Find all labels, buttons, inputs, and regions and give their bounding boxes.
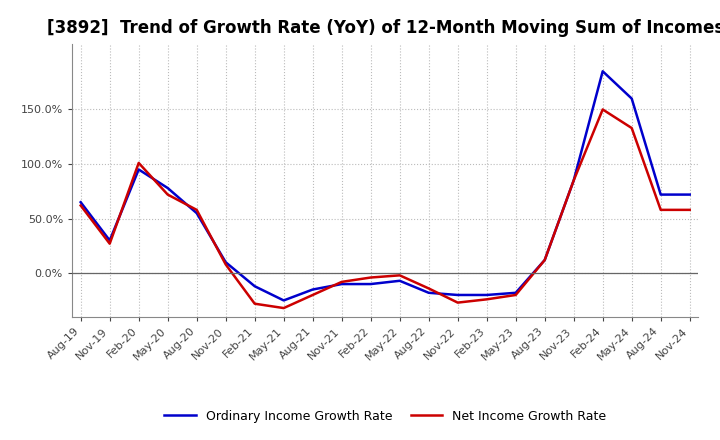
Legend: Ordinary Income Growth Rate, Net Income Growth Rate: Ordinary Income Growth Rate, Net Income … — [159, 405, 611, 428]
Ordinary Income Growth Rate — [657, 192, 665, 197]
Net Income Growth Rate — [135, 160, 143, 165]
Ordinary Income Growth Rate — [454, 292, 462, 297]
Net Income Growth Rate — [395, 273, 404, 278]
Net Income Growth Rate — [598, 107, 607, 112]
Net Income Growth Rate — [163, 192, 172, 197]
Line: Net Income Growth Rate: Net Income Growth Rate — [81, 110, 690, 308]
Ordinary Income Growth Rate — [338, 282, 346, 287]
Net Income Growth Rate — [570, 178, 578, 183]
Net Income Growth Rate — [105, 241, 114, 246]
Net Income Growth Rate — [308, 292, 317, 297]
Net Income Growth Rate — [338, 279, 346, 285]
Ordinary Income Growth Rate — [105, 238, 114, 243]
Net Income Growth Rate — [541, 257, 549, 263]
Ordinary Income Growth Rate — [570, 178, 578, 183]
Ordinary Income Growth Rate — [685, 192, 694, 197]
Ordinary Income Growth Rate — [135, 167, 143, 172]
Net Income Growth Rate — [511, 292, 520, 297]
Net Income Growth Rate — [192, 207, 201, 213]
Net Income Growth Rate — [454, 300, 462, 305]
Ordinary Income Growth Rate — [541, 257, 549, 263]
Net Income Growth Rate — [279, 305, 288, 311]
Net Income Growth Rate — [251, 301, 259, 306]
Ordinary Income Growth Rate — [598, 69, 607, 74]
Net Income Growth Rate — [627, 125, 636, 131]
Ordinary Income Growth Rate — [308, 287, 317, 292]
Net Income Growth Rate — [221, 262, 230, 267]
Net Income Growth Rate — [657, 207, 665, 213]
Net Income Growth Rate — [685, 207, 694, 213]
Title: [3892]  Trend of Growth Rate (YoY) of 12-Month Moving Sum of Incomes: [3892] Trend of Growth Rate (YoY) of 12-… — [47, 19, 720, 37]
Ordinary Income Growth Rate — [424, 290, 433, 295]
Net Income Growth Rate — [424, 286, 433, 291]
Ordinary Income Growth Rate — [192, 210, 201, 216]
Ordinary Income Growth Rate — [221, 260, 230, 265]
Ordinary Income Growth Rate — [163, 185, 172, 191]
Ordinary Income Growth Rate — [511, 290, 520, 295]
Net Income Growth Rate — [482, 297, 491, 302]
Line: Ordinary Income Growth Rate: Ordinary Income Growth Rate — [81, 71, 690, 301]
Ordinary Income Growth Rate — [627, 96, 636, 101]
Ordinary Income Growth Rate — [482, 292, 491, 297]
Net Income Growth Rate — [76, 203, 85, 208]
Net Income Growth Rate — [366, 275, 375, 280]
Ordinary Income Growth Rate — [251, 284, 259, 289]
Ordinary Income Growth Rate — [366, 282, 375, 287]
Ordinary Income Growth Rate — [395, 278, 404, 283]
Ordinary Income Growth Rate — [76, 200, 85, 205]
Ordinary Income Growth Rate — [279, 298, 288, 303]
